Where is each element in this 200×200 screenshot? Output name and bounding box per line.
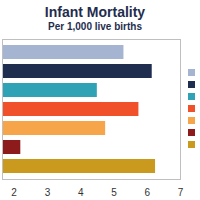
svg-text:7: 7 bbox=[178, 187, 184, 198]
svg-text:4: 4 bbox=[78, 187, 84, 198]
html-text:Per 1,000 live births: Per 1,000 live births bbox=[48, 21, 142, 32]
svg-text:3: 3 bbox=[45, 187, 51, 198]
svg-text:2: 2 bbox=[11, 187, 17, 198]
svg-text:5: 5 bbox=[111, 187, 117, 198]
html-text:Infant Mortality: Infant Mortality bbox=[44, 4, 146, 20]
svg-text:6: 6 bbox=[144, 187, 150, 198]
